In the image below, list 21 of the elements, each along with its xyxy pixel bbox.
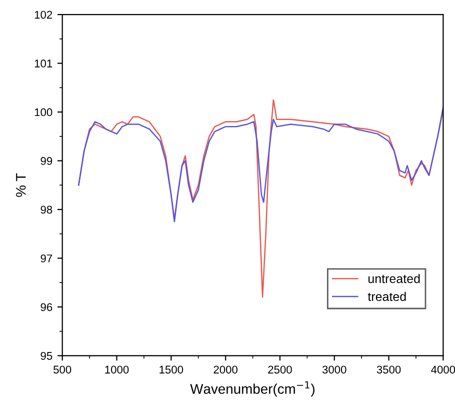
x-tick-label: 4000 — [431, 366, 455, 374]
y-tick-label: 101 — [34, 60, 52, 68]
legend-label: treated — [368, 292, 406, 302]
x-tick-label: 2500 — [268, 366, 292, 374]
x-tick-label: 1000 — [105, 366, 129, 374]
y-tick-label: 99 — [40, 157, 52, 165]
x-tick-label: 3000 — [322, 366, 346, 374]
y-axis-title: % T — [16, 173, 26, 197]
line-series — [78, 106, 444, 222]
y-tick-label: 95 — [40, 352, 52, 360]
x-tick-label: 2000 — [214, 366, 238, 374]
x-axis-title: Wavenumber(cm$^{−1}$) — [190, 381, 314, 397]
legend-label: untreated — [368, 274, 420, 284]
y-tick-label: 97 — [40, 254, 52, 262]
y-tick-label: 100 — [34, 108, 52, 116]
y-tick-label: 102 — [34, 10, 52, 19]
y-tick-label: 96 — [40, 303, 52, 312]
x-tick-label: 3500 — [376, 366, 401, 374]
y-tick-label: 98 — [40, 206, 52, 214]
x-tick-label: 1500 — [160, 366, 184, 374]
x-tick-label: 500 — [54, 366, 72, 374]
